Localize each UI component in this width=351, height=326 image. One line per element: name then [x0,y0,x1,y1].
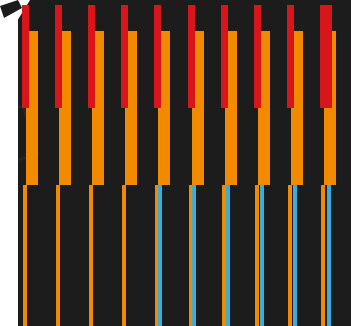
red-bar-4 [121,5,129,108]
gap-line-2 [61,185,64,326]
gap-line-1 [28,185,30,326]
blue-thin-line-10 [326,185,331,326]
orange-thin-line-6 [188,185,193,326]
orange-thin-line-8 [254,185,259,326]
gap-line-4 [127,185,130,326]
red-bar-8 [253,5,261,108]
red-bar-3 [88,5,96,108]
orange-band-6 [191,31,204,185]
blue-thin-line-7 [225,185,230,326]
orange-thin-line-3 [89,185,94,326]
left-white-margin [0,0,18,326]
orange-thin-line-4 [122,185,127,326]
red-bar-9 [286,5,294,108]
blue-thin-line-8 [259,185,264,326]
orange-thin-line-7 [221,185,226,326]
orange-thin-line-1 [23,185,27,326]
red-bar-6 [187,5,195,108]
blue-thin-line-5 [158,185,163,326]
orange-band-7 [224,31,237,185]
orange-thin-line-10 [320,185,325,326]
orange-band-5 [158,31,171,185]
blue-thin-line-6 [192,185,197,326]
orange-thin-line-9 [287,185,292,326]
red-bar-10 [319,5,332,108]
orange-band-9 [290,31,303,185]
red-bar-1 [22,5,29,108]
orange-thin-line-5 [155,185,160,326]
orange-band-2 [59,31,72,185]
red-bar-5 [154,5,162,108]
red-bar-7 [220,5,228,108]
orange-band-4 [125,31,138,185]
orange-band-3 [92,31,105,185]
orange-band-8 [257,31,270,185]
gap-line-3 [94,185,97,326]
blue-thin-line-9 [293,185,298,326]
red-bar-2 [55,5,63,108]
orange-band-1 [26,31,38,185]
orange-thin-line-2 [56,185,61,326]
